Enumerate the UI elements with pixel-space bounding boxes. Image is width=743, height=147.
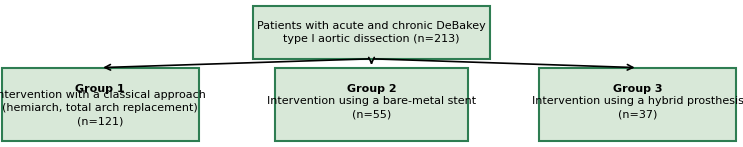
Text: Group 1: Group 1 [76,84,125,94]
FancyBboxPatch shape [2,68,199,141]
Text: Intervention with a classical approach
(hemiarch, total arch replacement)
(n=121: Intervention with a classical approach (… [0,90,207,126]
Text: Group 2: Group 2 [347,84,396,94]
FancyBboxPatch shape [275,68,468,141]
Text: Patients with acute and chronic DeBakey
type I aortic dissection (n=213): Patients with acute and chronic DeBakey … [257,21,486,44]
Text: Intervention using a bare-metal stent
(n=55): Intervention using a bare-metal stent (n… [267,96,476,120]
FancyBboxPatch shape [253,6,490,59]
Text: Group 3: Group 3 [613,84,662,94]
FancyBboxPatch shape [539,68,736,141]
Text: Intervention using a hybrid prosthesis
(n=37): Intervention using a hybrid prosthesis (… [531,96,743,120]
